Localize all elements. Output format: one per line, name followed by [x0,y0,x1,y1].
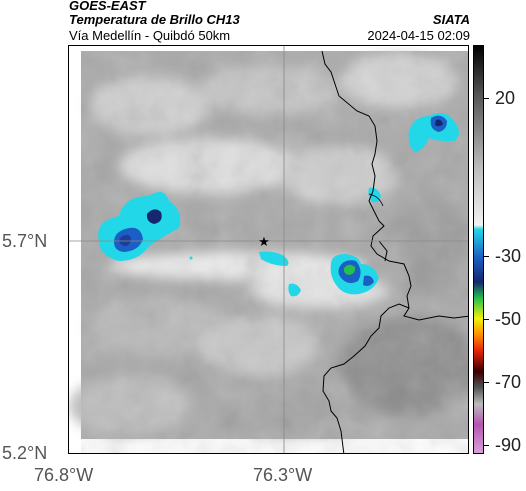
satellite-map[interactable]: ★ [68,45,469,454]
colorbar-tick-label: -90 [495,434,522,455]
colorbar-tick-label: -30 [495,245,522,266]
colorbar-tick [484,444,489,446]
cold-cloud-small-2 [259,251,289,266]
timestamp-label: 2024-04-15 02:09 [367,28,470,43]
colorbar-tick-label: -50 [495,308,522,329]
lon-label-76.8: 76.8°W [34,465,94,485]
colorbar-tick [484,381,489,383]
star-icon: ★ [258,235,270,250]
satellite-title: GOES-EAST [69,0,146,13]
product-title: Temperatura de Brillo CH13 [69,12,240,27]
colorbar-tick [484,98,489,100]
lon-label-76.3: 76.3°W [253,465,313,485]
colorbar-tick [484,318,489,320]
colorbar-tick [484,255,489,257]
colorbar-tick-label: 20 [495,88,516,109]
border-lines [321,50,468,453]
colorbar-tick-label: -70 [495,371,522,392]
organization-label: SIATA [432,12,470,27]
cold-cloud-west [98,192,181,261]
cold-cloud-center [330,254,379,295]
lat-label-5.2: 5.2°N [2,443,48,463]
lat-label-5.7: 5.7°N [2,231,48,251]
cold-cloud-northeast [408,112,459,152]
map-canvas: ★ [69,46,468,453]
colorbar [473,45,484,454]
region-label: Vía Medellín - Quibdó 50km [69,28,231,43]
cold-cloud-small-3 [288,283,301,297]
